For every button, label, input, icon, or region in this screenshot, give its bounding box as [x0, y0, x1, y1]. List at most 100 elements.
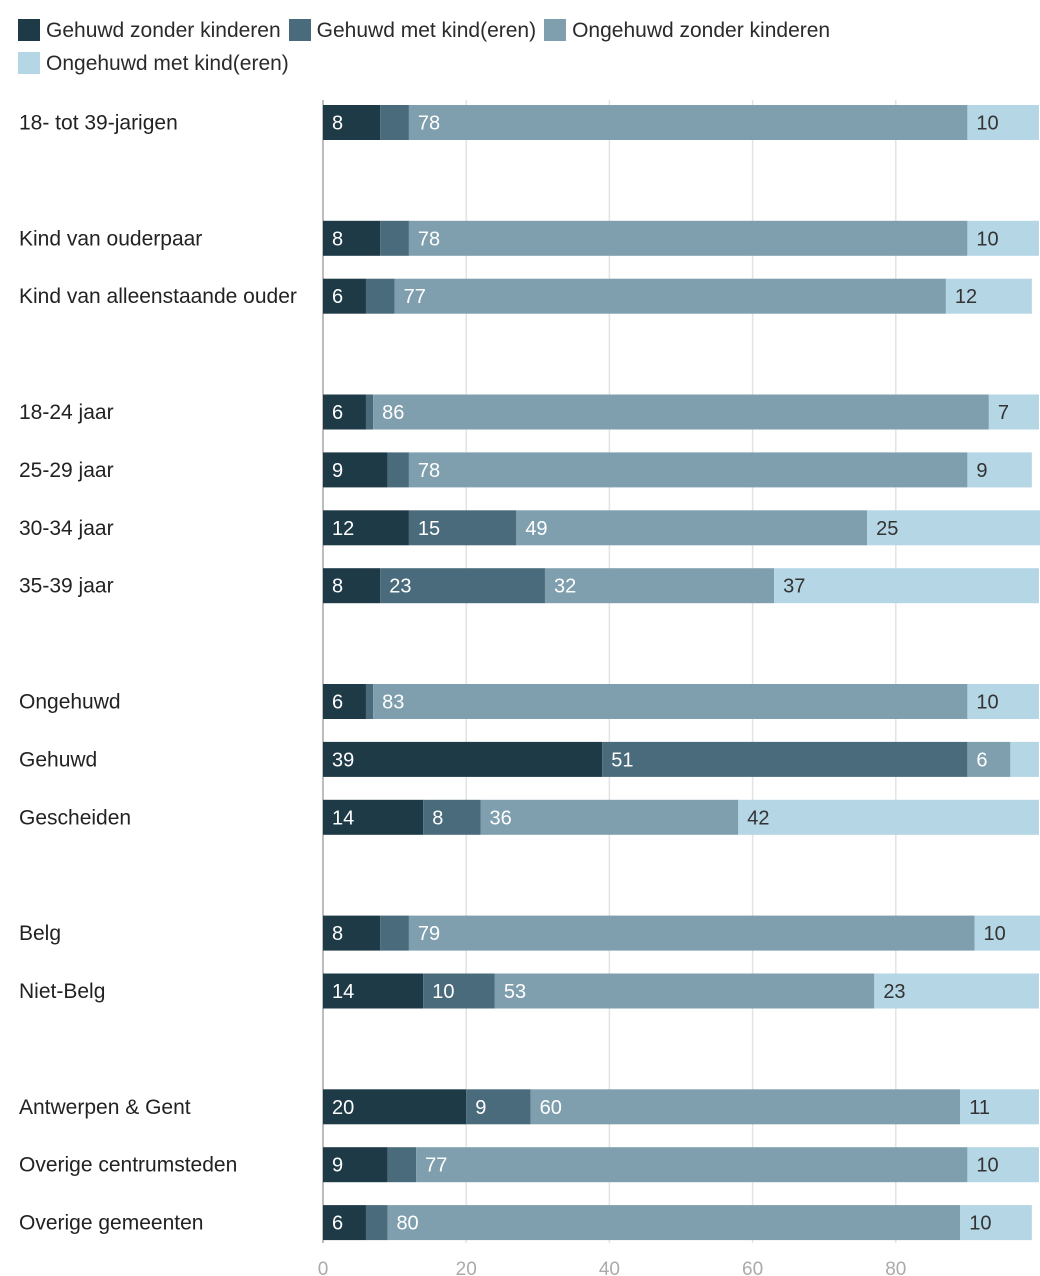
bar-segment — [516, 510, 867, 545]
x-tick-label: 60 — [742, 1259, 763, 1276]
data-label: 49 — [525, 518, 547, 540]
data-label: 42 — [747, 807, 769, 829]
bar-segment — [989, 395, 1039, 430]
bar-segment — [366, 395, 373, 430]
bar-segment — [387, 452, 408, 487]
data-label: 9 — [332, 1155, 343, 1177]
bar-segment — [366, 279, 395, 314]
data-label: 53 — [504, 981, 526, 1003]
data-label: 14 — [332, 981, 354, 1003]
gridlines — [323, 100, 896, 1243]
bar-segment — [380, 105, 409, 140]
category-label: 30-34 jaar — [19, 517, 114, 540]
bar-segment — [409, 916, 975, 951]
category-label: 18-24 jaar — [19, 401, 114, 424]
bar-segment — [495, 974, 874, 1009]
bar-segment — [545, 568, 774, 603]
data-label: 6 — [332, 692, 343, 714]
data-label: 8 — [432, 807, 443, 829]
bar-segment — [323, 684, 366, 719]
data-label: 10 — [976, 228, 998, 250]
bar-segment — [531, 1089, 961, 1124]
category-label: Overige gemeenten — [19, 1212, 203, 1235]
data-label: 77 — [425, 1155, 447, 1177]
data-label: 32 — [554, 576, 576, 598]
bar-segment — [366, 684, 373, 719]
category-label: 18- tot 39-jarigen — [19, 112, 178, 135]
bar-segment — [416, 1147, 967, 1182]
data-label: 6 — [332, 286, 343, 308]
data-label: 60 — [540, 1097, 562, 1119]
data-label: 10 — [969, 1213, 991, 1235]
data-label: 12 — [955, 286, 977, 308]
category-label: 25-29 jaar — [19, 459, 114, 482]
x-tick-label: 80 — [885, 1259, 906, 1276]
bar-segment — [366, 1205, 387, 1240]
data-label: 9 — [332, 460, 343, 482]
data-label: 14 — [332, 807, 354, 829]
data-label: 8 — [332, 113, 343, 135]
category-label: 35-39 jaar — [19, 575, 114, 598]
data-label: 6 — [332, 402, 343, 424]
x-tick-label: 20 — [456, 1259, 477, 1276]
data-label: 23 — [883, 981, 905, 1003]
data-label: 8 — [332, 228, 343, 250]
data-label: 79 — [418, 923, 440, 945]
bar-segment — [323, 279, 366, 314]
data-label: 15 — [418, 518, 440, 540]
bar-segment — [323, 395, 366, 430]
bars — [323, 105, 1040, 1240]
data-label: 20 — [332, 1097, 354, 1119]
category-label: Kind van ouderpaar — [19, 227, 202, 250]
x-tick-label: 0 — [318, 1259, 329, 1276]
data-label: 78 — [418, 460, 440, 482]
category-label: Belg — [19, 922, 61, 945]
data-label: 78 — [418, 228, 440, 250]
data-label: 6 — [976, 749, 987, 771]
data-label: 77 — [404, 286, 426, 308]
category-label: Kind van alleenstaande ouder — [19, 285, 297, 308]
data-label: 7 — [998, 402, 1009, 424]
data-label: 10 — [976, 113, 998, 135]
data-label: 78 — [418, 113, 440, 135]
bar-segment — [1010, 742, 1039, 777]
data-label: 39 — [332, 749, 354, 771]
data-label: 36 — [490, 807, 512, 829]
bar-segment — [602, 742, 967, 777]
data-label: 37 — [783, 576, 805, 598]
bar-segment — [738, 800, 1039, 835]
bar-segment — [395, 279, 946, 314]
category-label: Gehuwd — [19, 748, 97, 771]
data-label: 51 — [611, 749, 633, 771]
bar-segment — [481, 800, 739, 835]
bar-segment — [774, 568, 1039, 603]
bar-segment — [387, 1205, 960, 1240]
data-label: 25 — [876, 518, 898, 540]
data-label: 9 — [976, 460, 987, 482]
bar-segment — [409, 452, 967, 487]
bar-segment — [323, 1205, 366, 1240]
bar-segment — [373, 395, 989, 430]
category-label: Gescheiden — [19, 806, 131, 829]
bar-segment — [967, 742, 1010, 777]
data-label: 23 — [389, 576, 411, 598]
data-label: 10 — [976, 1155, 998, 1177]
category-label: Ongehuwd — [19, 691, 121, 714]
x-tick-label: 40 — [599, 1259, 620, 1276]
data-label: 80 — [396, 1213, 418, 1235]
data-label: 83 — [382, 692, 404, 714]
bar-segment — [373, 684, 967, 719]
data-label: 8 — [332, 576, 343, 598]
data-label: 8 — [332, 923, 343, 945]
data-label: 6 — [332, 1213, 343, 1235]
data-label: 12 — [332, 518, 354, 540]
bar-segment — [409, 221, 967, 256]
data-label: 86 — [382, 402, 404, 424]
category-label: Niet-Belg — [19, 980, 105, 1003]
bar-segment — [380, 916, 409, 951]
bar-segment — [409, 105, 967, 140]
data-label: 11 — [969, 1097, 990, 1119]
bar-segment — [387, 1147, 416, 1182]
data-label: 10 — [976, 692, 998, 714]
